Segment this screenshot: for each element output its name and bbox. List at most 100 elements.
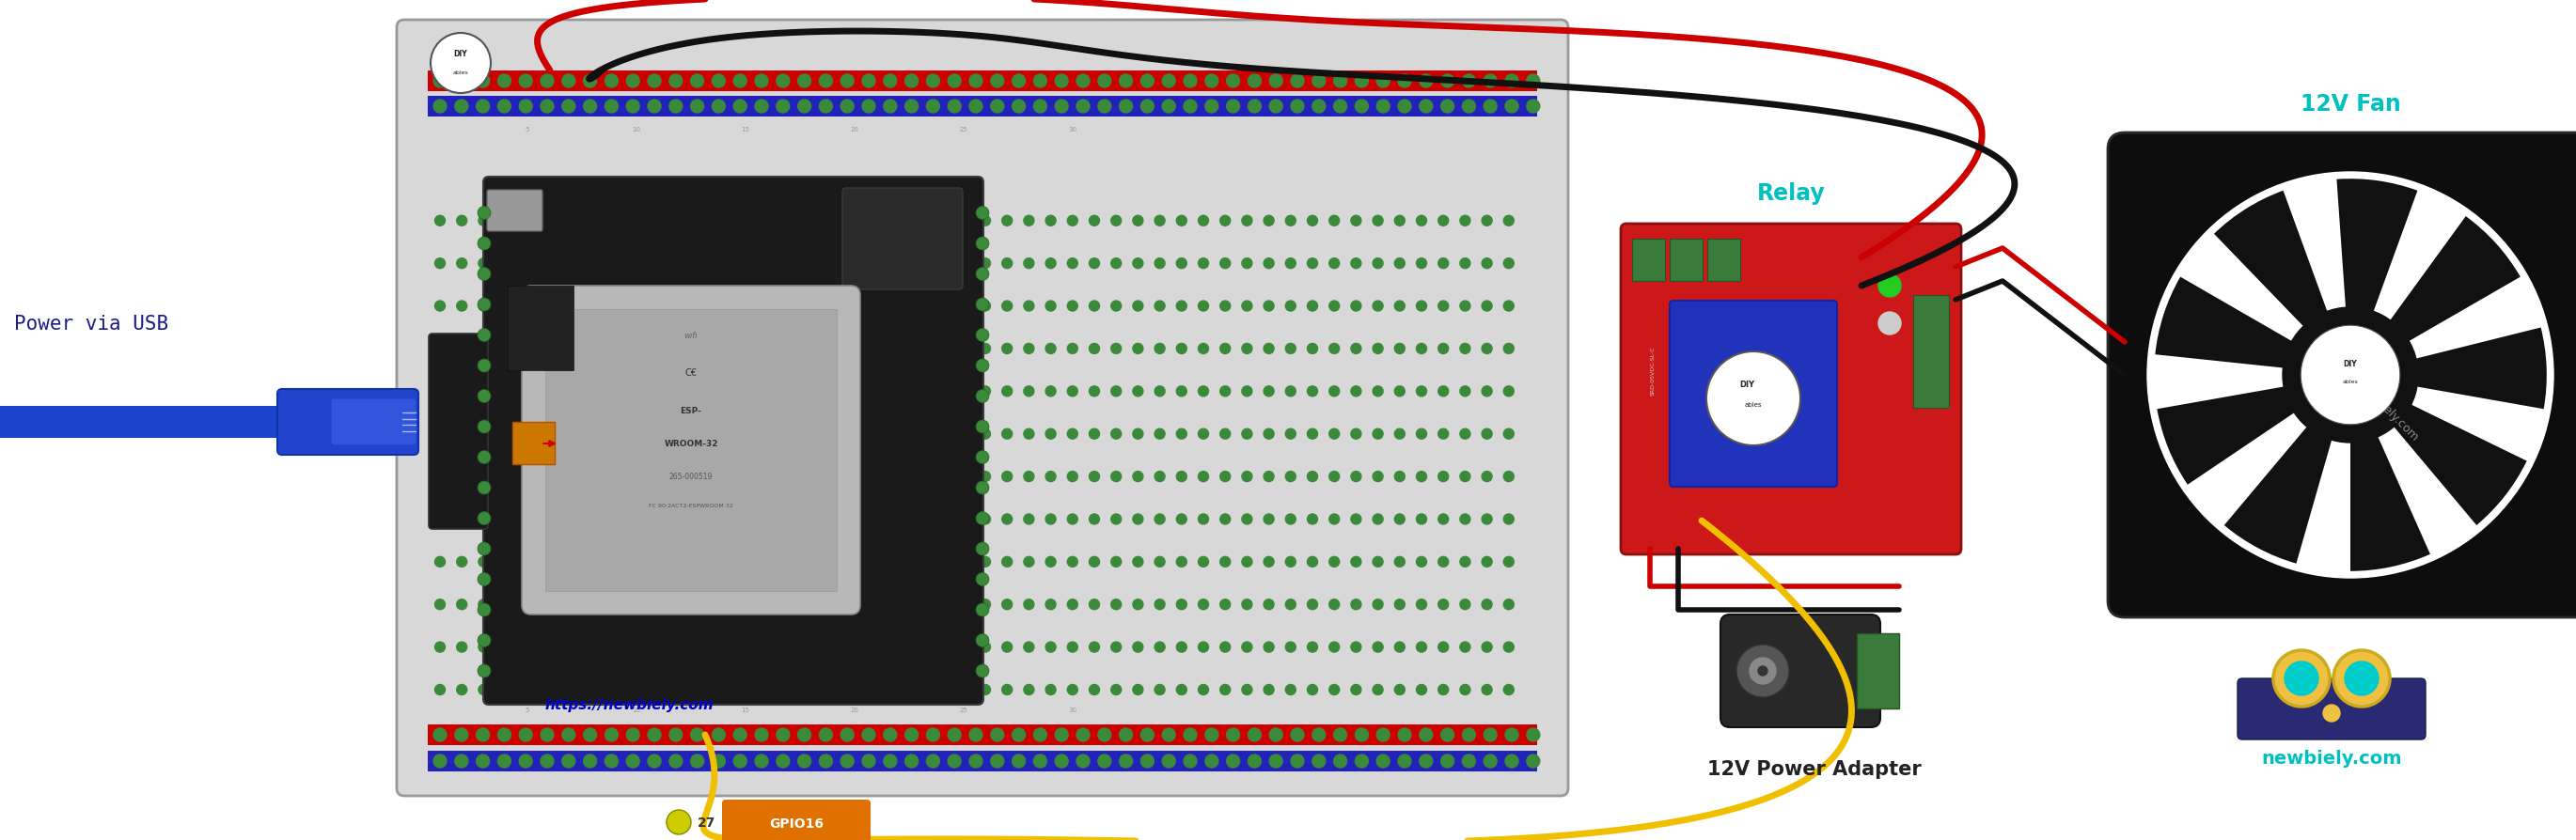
Circle shape — [1247, 728, 1262, 742]
Circle shape — [626, 754, 639, 768]
Circle shape — [1350, 386, 1360, 396]
Circle shape — [1528, 75, 1540, 88]
Circle shape — [914, 472, 925, 482]
Circle shape — [696, 344, 706, 354]
Circle shape — [1285, 216, 1296, 227]
Circle shape — [435, 557, 446, 567]
Circle shape — [587, 302, 598, 312]
Circle shape — [605, 754, 618, 768]
Circle shape — [456, 302, 466, 312]
Circle shape — [611, 472, 621, 482]
Circle shape — [850, 642, 860, 653]
Circle shape — [435, 472, 446, 482]
Circle shape — [976, 451, 989, 465]
Circle shape — [523, 472, 533, 482]
Circle shape — [1110, 429, 1121, 439]
Circle shape — [1198, 685, 1208, 695]
Circle shape — [479, 259, 489, 269]
Circle shape — [850, 472, 860, 482]
Circle shape — [979, 216, 989, 227]
Circle shape — [927, 75, 940, 88]
Circle shape — [587, 685, 598, 695]
Circle shape — [1399, 728, 1412, 742]
Circle shape — [1162, 728, 1175, 742]
Circle shape — [871, 429, 881, 439]
Circle shape — [1285, 472, 1296, 482]
Circle shape — [1504, 472, 1515, 482]
Circle shape — [1023, 514, 1033, 525]
Circle shape — [500, 685, 510, 695]
Circle shape — [479, 642, 489, 653]
Circle shape — [497, 754, 510, 768]
Circle shape — [1177, 600, 1188, 610]
Circle shape — [1121, 754, 1133, 768]
Circle shape — [1329, 259, 1340, 269]
Circle shape — [562, 754, 574, 768]
Circle shape — [1373, 600, 1383, 610]
Circle shape — [1046, 514, 1056, 525]
Circle shape — [1265, 302, 1275, 312]
Circle shape — [1023, 429, 1033, 439]
Circle shape — [1077, 75, 1090, 88]
Circle shape — [1110, 685, 1121, 695]
Circle shape — [1285, 685, 1296, 695]
Circle shape — [827, 429, 837, 439]
Circle shape — [711, 728, 726, 742]
Circle shape — [799, 754, 811, 768]
FancyBboxPatch shape — [1669, 302, 1837, 487]
Circle shape — [871, 302, 881, 312]
Wedge shape — [2385, 217, 2519, 345]
Circle shape — [477, 573, 492, 586]
Circle shape — [1221, 216, 1231, 227]
Circle shape — [948, 754, 961, 768]
Circle shape — [1417, 216, 1427, 227]
Circle shape — [611, 386, 621, 396]
Circle shape — [958, 429, 969, 439]
Circle shape — [1066, 642, 1077, 653]
Circle shape — [1440, 101, 1453, 113]
Circle shape — [1206, 101, 1218, 113]
Circle shape — [587, 216, 598, 227]
Text: 12V Fan: 12V Fan — [2300, 93, 2401, 115]
Circle shape — [1012, 728, 1025, 742]
Circle shape — [1221, 557, 1231, 567]
Circle shape — [976, 329, 989, 342]
FancyBboxPatch shape — [330, 399, 417, 446]
Circle shape — [1373, 259, 1383, 269]
Circle shape — [938, 642, 948, 653]
Circle shape — [938, 302, 948, 312]
Circle shape — [675, 386, 685, 396]
Circle shape — [1270, 754, 1283, 768]
Circle shape — [520, 101, 533, 113]
Circle shape — [479, 216, 489, 227]
Circle shape — [1306, 216, 1316, 227]
Circle shape — [719, 557, 729, 567]
Circle shape — [806, 259, 817, 269]
Circle shape — [631, 600, 641, 610]
Circle shape — [675, 642, 685, 653]
Circle shape — [1154, 429, 1164, 439]
Circle shape — [1154, 685, 1164, 695]
Circle shape — [1110, 557, 1121, 567]
Text: DIY: DIY — [453, 50, 469, 59]
Circle shape — [979, 557, 989, 567]
Circle shape — [1221, 600, 1231, 610]
Circle shape — [1481, 514, 1492, 525]
Circle shape — [477, 481, 492, 495]
Circle shape — [1046, 685, 1056, 695]
Text: 12V Power Adapter: 12V Power Adapter — [1708, 759, 1922, 778]
Circle shape — [719, 344, 729, 354]
Circle shape — [1437, 514, 1448, 525]
Circle shape — [541, 101, 554, 113]
Circle shape — [523, 344, 533, 354]
Circle shape — [1265, 344, 1275, 354]
Circle shape — [1198, 514, 1208, 525]
Circle shape — [783, 557, 793, 567]
Bar — [546, 310, 837, 591]
Circle shape — [1440, 728, 1453, 742]
Circle shape — [1090, 429, 1100, 439]
Circle shape — [631, 685, 641, 695]
Circle shape — [894, 557, 904, 567]
Circle shape — [477, 634, 492, 647]
Circle shape — [979, 472, 989, 482]
